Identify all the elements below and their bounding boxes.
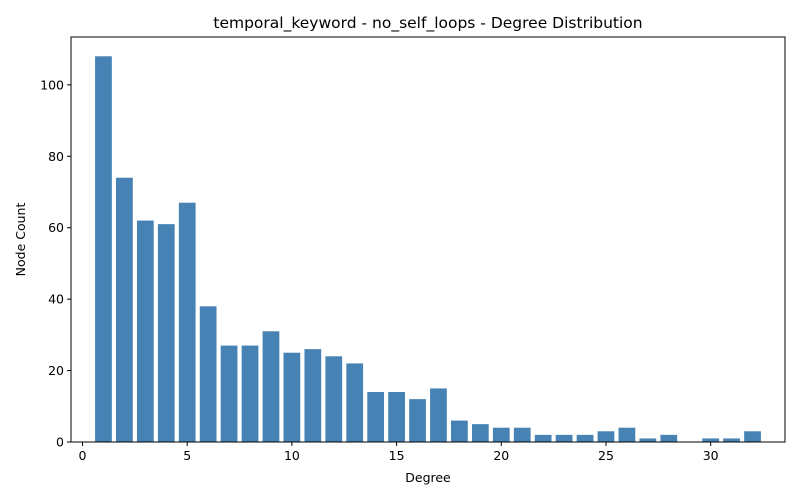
- bar-degree-4: [157, 224, 175, 442]
- bar-degree-20: [492, 427, 510, 442]
- bar-degree-31: [723, 438, 740, 442]
- bar-degree-17: [430, 388, 447, 442]
- bar-degree-16: [409, 399, 426, 442]
- bar-degree-15: [388, 392, 405, 442]
- y-tick-label: 0: [56, 435, 64, 450]
- bar-degree-13: [346, 363, 364, 442]
- bar-degree-19: [471, 424, 489, 442]
- bar-degree-8: [241, 345, 259, 442]
- bar-degree-2: [116, 177, 133, 442]
- bar-degree-24: [576, 434, 594, 442]
- bar-degree-32: [744, 431, 761, 442]
- bar-degree-1: [95, 56, 112, 442]
- plot-frame: [70, 36, 786, 443]
- y-tick-label: 20: [48, 363, 64, 378]
- bar-degree-26: [618, 427, 636, 442]
- bar-degree-28: [660, 434, 678, 442]
- x-tick-label: 25: [598, 448, 614, 463]
- y-tick-label: 40: [48, 292, 64, 307]
- bar-degree-14: [367, 392, 385, 442]
- y-axis-ticks: 0 20 40 60 80 100: [40, 77, 71, 450]
- bar-degree-27: [639, 438, 657, 442]
- y-tick-label: 80: [48, 149, 64, 164]
- bar-degree-5: [178, 202, 196, 442]
- y-axis-label: Node Count: [13, 203, 28, 277]
- bars-group: [95, 56, 761, 442]
- chart-title: temporal_keyword - no_self_loops - Degre…: [213, 14, 642, 33]
- bar-degree-6: [199, 306, 217, 442]
- bar-degree-3: [136, 220, 154, 442]
- x-tick-label: 15: [389, 448, 405, 463]
- bar-degree-10: [283, 352, 301, 442]
- x-tick-label: 10: [284, 448, 300, 463]
- bar-degree-18: [451, 420, 468, 442]
- bar-degree-9: [262, 331, 280, 442]
- bar-degree-11: [304, 349, 322, 442]
- bar-degree-22: [534, 434, 552, 442]
- bar-degree-23: [555, 434, 573, 442]
- y-tick-label: 100: [40, 77, 64, 92]
- bar-degree-25: [597, 431, 615, 442]
- bar-degree-21: [513, 427, 531, 442]
- x-axis-ticks: 0 5 10 15 20 25 30: [79, 442, 719, 463]
- x-tick-label: 30: [703, 448, 719, 463]
- bar-degree-30: [702, 438, 720, 442]
- bar-degree-7: [220, 345, 238, 442]
- x-tick-label: 0: [79, 448, 87, 463]
- y-tick-label: 60: [48, 220, 64, 235]
- x-tick-label: 5: [183, 448, 191, 463]
- x-tick-label: 20: [493, 448, 509, 463]
- x-axis-label: Degree: [405, 470, 451, 485]
- bar-degree-12: [325, 356, 343, 442]
